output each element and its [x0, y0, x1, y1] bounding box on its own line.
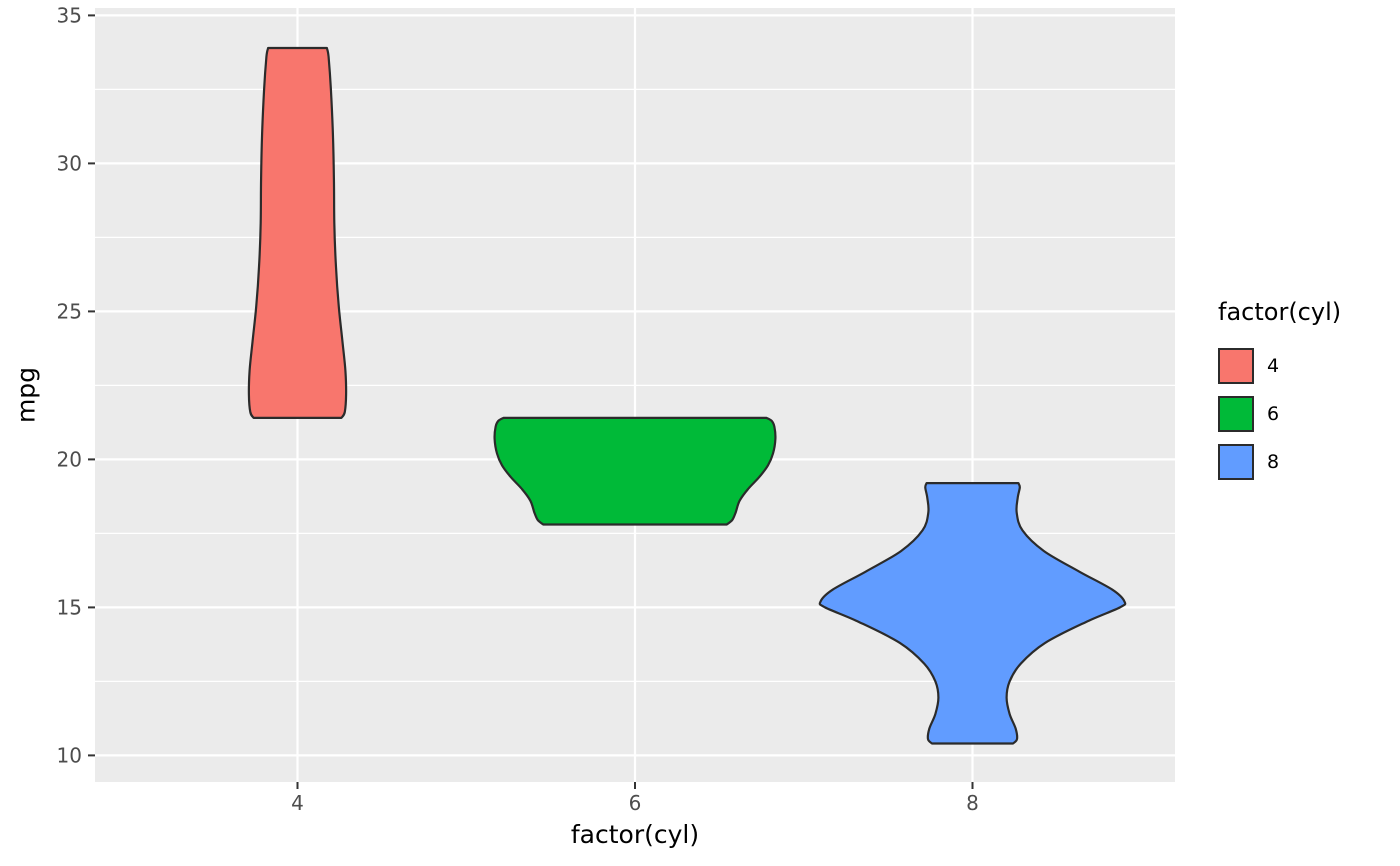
x-tick-label: 6	[629, 791, 642, 815]
legend-label: 8	[1267, 451, 1280, 473]
legend: factor(cyl) 4 6 8	[1218, 298, 1341, 492]
legend-label: 6	[1267, 403, 1280, 425]
y-tick-label: 30	[57, 151, 82, 175]
legend-entry-8: 8	[1218, 444, 1341, 480]
y-tick-label: 35	[57, 3, 82, 27]
legend-entries: 4 6 8	[1218, 348, 1341, 480]
legend-key-swatch	[1218, 348, 1254, 384]
y-tick-label: 20	[57, 447, 82, 471]
y-tick-label: 25	[57, 299, 82, 323]
legend-entry-6: 6	[1218, 396, 1341, 432]
y-axis-title: mpg	[11, 366, 41, 424]
x-tick-label: 8	[966, 791, 979, 815]
violin-cyl-6	[493, 416, 777, 526]
violin-cyl-8	[818, 482, 1127, 745]
legend-label: 4	[1267, 355, 1280, 377]
x-axis-title: factor(cyl)	[570, 820, 700, 849]
legend-title: factor(cyl)	[1218, 298, 1342, 326]
x-tick-label: 4	[291, 791, 304, 815]
legend-key-swatch	[1218, 396, 1254, 432]
legend-entry-4: 4	[1218, 348, 1341, 384]
legend-key-swatch	[1218, 444, 1254, 480]
y-tick-label: 15	[57, 595, 82, 619]
violin-cyl-4	[247, 46, 348, 419]
y-tick-label: 10	[57, 743, 82, 767]
